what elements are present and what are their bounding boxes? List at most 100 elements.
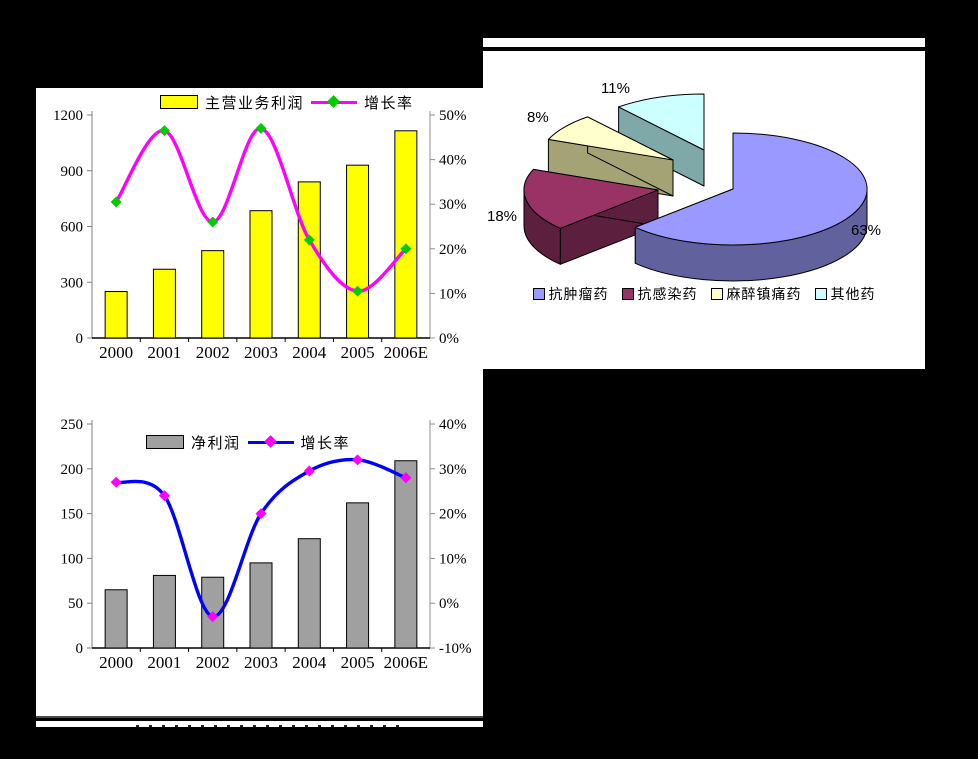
bar-2003 — [249, 210, 273, 339]
right-axis-tick-label: 30% — [439, 197, 467, 213]
left-axis-tick-label: 50 — [68, 596, 83, 612]
main-business-profit-chart-block: 0 300 600 900 1200 0% 10% 20% 30% 40% 50% 2000 2001 2… — [36, 88, 483, 388]
legend-label: 其他药 — [830, 288, 876, 303]
line-marker-2003 — [255, 508, 267, 520]
x-axis-label: 2005 — [341, 653, 375, 672]
left-axis-tick-label: 300 — [61, 275, 84, 291]
legend-color-swatch — [532, 288, 545, 300]
line-series-swatch — [311, 94, 358, 108]
bar-series-swatch — [146, 435, 184, 449]
x-axis-label: 2003 — [244, 653, 278, 672]
left-axis-tick-label: 0 — [76, 641, 84, 657]
net-profit-chart: 0 50 100 150 200 250 -10% 0% 10% 20% 30% 40% 2000 200… — [61, 417, 472, 672]
pie-slice-11% — [618, 93, 705, 151]
right-axis-tick-label: 0% — [439, 331, 459, 347]
x-axis-label: 2001 — [147, 653, 181, 672]
line-marker-2002 — [207, 611, 219, 623]
right-axis-tick-label: 40% — [439, 417, 467, 433]
right-axis-tick-label: 0% — [439, 596, 459, 612]
bar-series-swatch — [160, 95, 198, 109]
pie-legend: 抗肿瘤药 抗感染药 麻醉镇痛药 其他药 — [483, 284, 925, 304]
bar-2002 — [201, 250, 225, 339]
line-marker-2006E — [400, 472, 412, 484]
bar-2003 — [249, 562, 273, 649]
pie-legend-item: 抗肿瘤药 — [532, 284, 609, 304]
x-axis-label: 2003 — [244, 343, 278, 362]
x-axis-label: 2004 — [292, 343, 327, 362]
pie-slice-63% — [634, 132, 868, 246]
right-axis-tick-label: 10% — [439, 286, 467, 302]
legend-color-swatch — [621, 288, 634, 300]
x-axis-label: 2002 — [196, 653, 230, 672]
pie-legend-item: 抗感染药 — [621, 284, 698, 304]
left-axis-tick-label: 150 — [61, 507, 84, 523]
line-marker-2005 — [352, 285, 364, 297]
cutoff-text-marks — [136, 725, 406, 727]
left-axis-tick-label: 1200 — [53, 108, 83, 124]
bar-2004 — [297, 538, 321, 649]
right-axis-tick-label: 20% — [439, 507, 467, 523]
bar-2006E — [394, 130, 418, 339]
bar-2000 — [104, 291, 128, 339]
x-axis-label: 2001 — [147, 343, 181, 362]
net-profit-chart-legend: 净利润 增长率 — [146, 433, 351, 452]
right-axis-tick-label: 40% — [439, 153, 467, 169]
pie-slice-8% — [547, 116, 674, 161]
right-axis-tick-label: 50% — [439, 108, 467, 124]
left-axis-tick-label: 200 — [61, 462, 84, 478]
line-series-swatch — [247, 434, 294, 448]
x-axis-label: 2000 — [99, 653, 133, 672]
right-axis-tick-label: -10% — [439, 641, 472, 657]
line-marker-2004 — [303, 234, 315, 246]
x-axis-label: 2002 — [196, 343, 230, 362]
net-profit-chart-block: 0 50 100 150 200 250 -10% 0% 10% 20% 30% 40% 2000 200… — [36, 400, 483, 700]
line-marker-2000 — [110, 196, 122, 208]
profit-chart-legend: 主营业务利润 增长率 — [160, 93, 414, 112]
bar-2001 — [152, 268, 176, 339]
right-axis-tick-label: 20% — [439, 242, 467, 258]
bar-2000 — [104, 589, 128, 649]
pie-slice-percent-label: 63% — [851, 222, 882, 239]
legend-color-swatch — [814, 288, 827, 300]
x-axis-label: 2006E — [384, 343, 428, 362]
right-axis-tick-label: 10% — [439, 551, 467, 567]
line-marker-2005 — [352, 454, 364, 466]
left-axis-tick-label: 250 — [61, 417, 84, 433]
line-marker-2000 — [110, 476, 122, 488]
diamond-marker-icon — [327, 94, 340, 108]
pie-slice-percent-label: 11% — [601, 80, 630, 97]
bar-2005 — [346, 502, 370, 649]
pie-slice-18% — [523, 168, 659, 229]
line-marker-2003 — [255, 122, 267, 134]
diamond-marker-icon — [263, 434, 277, 448]
drug-category-pie-chart — [523, 93, 868, 282]
bar-series-label: 主营业务利润 — [205, 95, 305, 112]
cutoff-caption-strip — [36, 721, 483, 727]
line-marker-2001 — [158, 490, 170, 502]
left-axis-tick-label: 600 — [61, 220, 84, 236]
bar-2006E — [394, 460, 418, 649]
line-series-label: 增长率 — [300, 435, 351, 452]
pie-slice-percent-label: 8% — [527, 109, 549, 126]
line-series-label: 增长率 — [364, 95, 414, 112]
legend-label: 抗肿瘤药 — [548, 288, 609, 303]
right-axis-tick-label: 30% — [439, 462, 467, 478]
section-divider-rule — [483, 47, 925, 51]
left-axis-tick-label: 900 — [61, 164, 84, 180]
line-marker-2002 — [207, 216, 219, 228]
x-axis-label: 2006E — [384, 653, 428, 672]
main-business-profit-chart: 0 300 600 900 1200 0% 10% 20% 30% 40% 50% 2000 2001 2… — [53, 108, 467, 362]
legend-label: 麻醉镇痛药 — [726, 288, 802, 303]
x-axis-label: 2005 — [341, 343, 375, 362]
left-axis-tick-label: 0 — [76, 331, 84, 347]
line-marker-2004 — [303, 465, 315, 477]
financial-charts-panel: 0 300 600 900 1200 0% 10% 20% 30% 40% 50% 2000 2001 2… — [36, 88, 483, 718]
pie-slice-percent-label: 18% — [487, 208, 518, 225]
pie-legend-item: 麻醉镇痛药 — [710, 284, 802, 304]
x-axis-label: 2000 — [99, 343, 133, 362]
bar-series-label: 净利润 — [191, 435, 241, 452]
bar-2004 — [297, 181, 321, 339]
bar-2001 — [152, 574, 176, 649]
x-axis-label: 2004 — [292, 653, 327, 672]
